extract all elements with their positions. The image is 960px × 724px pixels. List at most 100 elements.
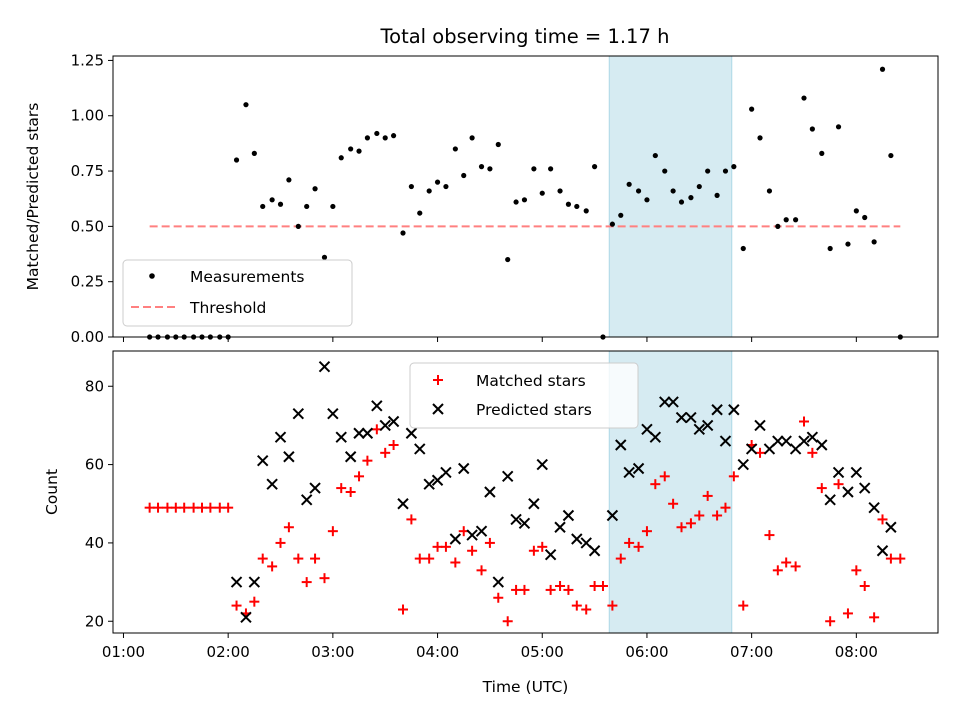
measurement-point <box>565 201 572 207</box>
matched-star-point <box>842 608 853 619</box>
matched-star-point <box>764 530 775 541</box>
predicted-star-point <box>327 407 339 420</box>
measurement-point <box>478 164 485 170</box>
predicted-star-point <box>449 533 462 545</box>
matched-star-point <box>738 600 749 611</box>
measurement-point <box>801 95 807 101</box>
matched-star-point <box>188 502 199 513</box>
matched-star-point <box>563 584 574 595</box>
measurement-point <box>531 166 537 172</box>
predicted-star-point <box>458 462 470 475</box>
predicted-star-point <box>405 427 418 439</box>
measurement-point <box>749 106 755 112</box>
matched-star-point <box>615 553 626 564</box>
measurement-point <box>348 146 354 152</box>
measurement-point <box>443 183 449 190</box>
predicted-star-point <box>397 498 409 510</box>
measurement-point <box>548 166 554 172</box>
x-tick-label: 04:00 <box>416 643 459 661</box>
measurement-point <box>382 135 388 141</box>
matched-star-point <box>162 502 173 513</box>
x-tick-label: 05:00 <box>521 643 564 661</box>
predicted-star-point <box>772 435 784 447</box>
matched-star-point <box>624 537 635 548</box>
measurement-point <box>539 190 545 196</box>
matched-star-point <box>589 581 600 591</box>
top-y-ticks: 0.00 0.25 0.50 0.75 1.00 1.25 <box>71 51 113 346</box>
top-y-axis-label: Matched/Predicted stars <box>24 103 42 291</box>
matched-star-point <box>877 514 888 525</box>
predicted-star-point <box>745 443 758 455</box>
matched-star-point <box>406 514 417 525</box>
measurement-point <box>251 150 257 156</box>
predicted-star-point <box>693 423 706 436</box>
predicted-star-point <box>562 509 575 522</box>
matched-star-point <box>414 553 425 564</box>
matched-star-point <box>223 502 234 513</box>
measurement-point <box>835 124 842 130</box>
matched-star-point <box>720 502 731 513</box>
matched-star-point <box>571 600 582 611</box>
measurement-point <box>338 155 344 161</box>
predicted-star-point <box>248 576 261 588</box>
bottom-legend: Matched stars Predicted stars <box>409 362 639 429</box>
measurement-point <box>591 164 598 170</box>
predicted-star-point <box>701 419 714 432</box>
predicted-star-point <box>675 411 688 424</box>
x-tick-label: 06:00 <box>625 643 668 661</box>
measurement-point <box>766 188 773 194</box>
measurement-point <box>722 168 729 174</box>
measurement-point <box>888 152 894 159</box>
measurement-point <box>304 203 310 210</box>
top-y-tick-label: 0.25 <box>71 273 104 291</box>
matched-star-point <box>476 565 487 576</box>
matched-star-point <box>293 553 304 564</box>
matched-star-point <box>816 483 827 494</box>
measurement-point <box>845 241 851 247</box>
predicted-star-point <box>361 427 374 439</box>
measurement-point <box>400 230 406 236</box>
bottom-x-ticks: 01:00 02:00 03:00 04:00 05:00 06:00 07:00 08:00 <box>102 633 878 661</box>
matched-star-point <box>597 581 608 591</box>
predicted-star-point <box>728 404 740 416</box>
predicted-star-point <box>816 439 828 451</box>
matched-star-point <box>528 545 539 556</box>
measurement-point <box>469 135 475 141</box>
matched-star-point <box>555 581 566 591</box>
matched-star-point <box>659 471 670 482</box>
matched-star-point <box>380 447 391 458</box>
matched-star-point <box>398 604 409 615</box>
predicted-star-point <box>274 431 287 443</box>
top-y-tick-label: 1.25 <box>71 51 104 69</box>
predicted-star-point <box>318 360 331 373</box>
legend-measurements-marker <box>149 273 155 279</box>
predicted-star-point <box>484 486 496 498</box>
x-tick-label: 03:00 <box>311 643 354 661</box>
matched-star-point <box>327 526 338 537</box>
measurement-point <box>871 239 877 245</box>
measurement-point <box>775 223 781 229</box>
predicted-star-point <box>737 458 749 471</box>
predicted-star-point <box>528 498 540 510</box>
predicted-star-point <box>885 521 897 533</box>
measurement-point <box>678 199 685 205</box>
matched-star-point <box>179 502 190 513</box>
predicted-star-point <box>850 466 863 479</box>
measurement-point <box>521 197 528 203</box>
predicted-star-point <box>623 466 635 479</box>
matched-star-point <box>511 584 522 595</box>
matched-star-point <box>354 471 365 482</box>
predicted-star-point <box>606 509 619 522</box>
predicted-star-point <box>510 513 522 526</box>
measurement-point <box>295 223 301 229</box>
measurement-point <box>740 245 746 252</box>
predicted-star-point <box>344 451 357 463</box>
matched-star-point <box>432 541 443 552</box>
measurement-point <box>233 157 240 163</box>
measurement-point <box>434 179 441 185</box>
top-legend: Measurements Threshold <box>122 259 353 327</box>
predicted-star-point <box>414 443 426 455</box>
chart-title: Total observing time = 1.17 h <box>380 25 670 48</box>
top-legend-box <box>122 259 353 327</box>
